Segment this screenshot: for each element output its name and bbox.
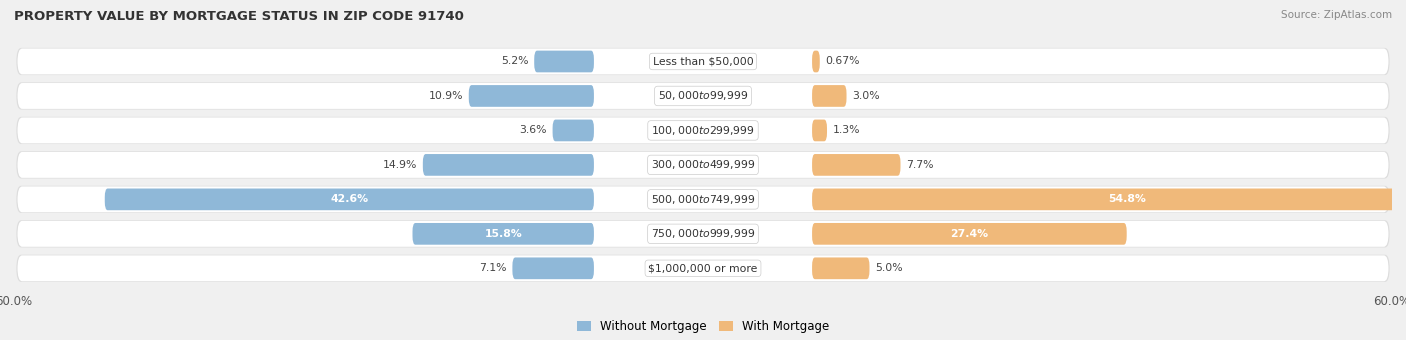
- FancyBboxPatch shape: [423, 154, 593, 176]
- FancyBboxPatch shape: [17, 186, 1389, 212]
- FancyBboxPatch shape: [534, 51, 593, 72]
- Text: 7.1%: 7.1%: [479, 263, 506, 273]
- FancyBboxPatch shape: [813, 223, 1126, 245]
- Text: 5.0%: 5.0%: [875, 263, 903, 273]
- FancyBboxPatch shape: [512, 257, 593, 279]
- Text: 0.67%: 0.67%: [825, 56, 860, 67]
- Text: Less than $50,000: Less than $50,000: [652, 56, 754, 67]
- Text: $1,000,000 or more: $1,000,000 or more: [648, 263, 758, 273]
- Text: 10.9%: 10.9%: [429, 91, 463, 101]
- FancyBboxPatch shape: [17, 255, 1389, 281]
- Text: $100,000 to $299,999: $100,000 to $299,999: [651, 124, 755, 137]
- FancyBboxPatch shape: [17, 117, 1389, 144]
- Text: $50,000 to $99,999: $50,000 to $99,999: [658, 89, 748, 102]
- FancyBboxPatch shape: [17, 118, 1389, 143]
- FancyBboxPatch shape: [17, 221, 1389, 247]
- Text: 14.9%: 14.9%: [382, 160, 418, 170]
- Text: PROPERTY VALUE BY MORTGAGE STATUS IN ZIP CODE 91740: PROPERTY VALUE BY MORTGAGE STATUS IN ZIP…: [14, 10, 464, 23]
- FancyBboxPatch shape: [813, 257, 869, 279]
- Text: 3.6%: 3.6%: [519, 125, 547, 135]
- Text: 7.7%: 7.7%: [907, 160, 934, 170]
- FancyBboxPatch shape: [813, 51, 820, 72]
- FancyBboxPatch shape: [468, 85, 593, 107]
- Text: 54.8%: 54.8%: [1108, 194, 1146, 204]
- Text: 15.8%: 15.8%: [484, 229, 522, 239]
- FancyBboxPatch shape: [17, 220, 1389, 248]
- Text: 1.3%: 1.3%: [832, 125, 860, 135]
- Text: $300,000 to $499,999: $300,000 to $499,999: [651, 158, 755, 171]
- Text: 42.6%: 42.6%: [330, 194, 368, 204]
- FancyBboxPatch shape: [17, 186, 1389, 213]
- FancyBboxPatch shape: [17, 48, 1389, 75]
- Text: Source: ZipAtlas.com: Source: ZipAtlas.com: [1281, 10, 1392, 20]
- FancyBboxPatch shape: [17, 83, 1389, 109]
- FancyBboxPatch shape: [813, 188, 1406, 210]
- Text: 27.4%: 27.4%: [950, 229, 988, 239]
- FancyBboxPatch shape: [412, 223, 593, 245]
- FancyBboxPatch shape: [17, 255, 1389, 282]
- FancyBboxPatch shape: [553, 120, 593, 141]
- FancyBboxPatch shape: [17, 152, 1389, 178]
- FancyBboxPatch shape: [813, 85, 846, 107]
- Legend: Without Mortgage, With Mortgage: Without Mortgage, With Mortgage: [572, 315, 834, 338]
- Text: $750,000 to $999,999: $750,000 to $999,999: [651, 227, 755, 240]
- Text: $500,000 to $749,999: $500,000 to $749,999: [651, 193, 755, 206]
- Text: 5.2%: 5.2%: [501, 56, 529, 67]
- Text: 3.0%: 3.0%: [852, 91, 880, 101]
- FancyBboxPatch shape: [813, 120, 827, 141]
- FancyBboxPatch shape: [17, 49, 1389, 74]
- FancyBboxPatch shape: [813, 154, 900, 176]
- FancyBboxPatch shape: [17, 82, 1389, 109]
- FancyBboxPatch shape: [17, 151, 1389, 179]
- FancyBboxPatch shape: [105, 188, 593, 210]
